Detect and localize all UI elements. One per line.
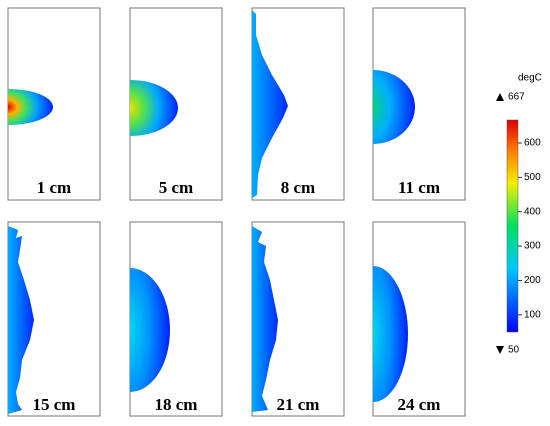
colorbar	[506, 119, 519, 333]
colorbar-tick-label: 500	[524, 172, 541, 183]
colorbar-tick-label: 600	[524, 138, 541, 149]
panel-label: 21 cm	[277, 395, 320, 414]
colorbar-tick-label: 300	[524, 241, 541, 252]
colorbar-min: 50	[508, 345, 520, 356]
panel-label: 8 cm	[281, 178, 315, 197]
colorbar-tick-label: 100	[524, 309, 541, 320]
panel-label: 15 cm	[33, 395, 76, 414]
panel-label: 18 cm	[155, 395, 198, 414]
colorbar-tick-label: 200	[524, 275, 541, 286]
colorbar-unit: degC	[518, 73, 542, 84]
temperature-fields	[8, 10, 415, 414]
min-marker	[496, 346, 504, 354]
colorbar-max: 667	[508, 92, 525, 103]
panel-label: 24 cm	[398, 395, 441, 414]
panel-label: 5 cm	[159, 178, 193, 197]
max-marker	[496, 93, 504, 101]
panel-label: 11 cm	[398, 178, 440, 197]
panel-label: 1 cm	[37, 178, 71, 197]
colorbar-tick-label: 400	[524, 206, 541, 217]
